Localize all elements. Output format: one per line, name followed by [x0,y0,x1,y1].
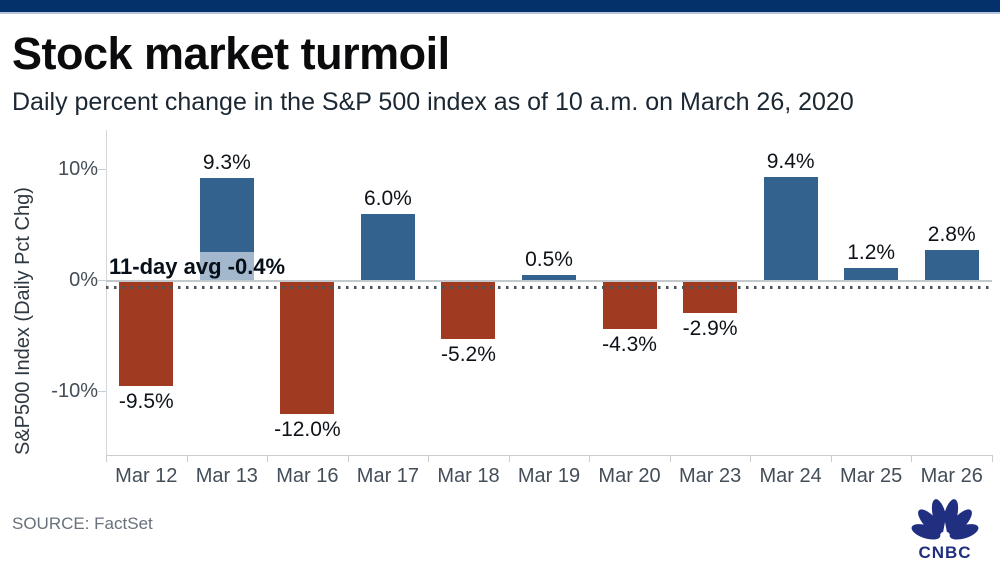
y-tick-mark [98,280,106,282]
x-tick-label: Mar 19 [517,465,581,487]
x-tick-mark [428,455,430,462]
bar [119,280,174,387]
bar [522,275,576,281]
source-label: SOURCE: FactSet [12,514,153,533]
bar [280,280,335,414]
x-tick-label: Mar 12 [115,465,178,487]
avg-dotted-line [106,286,992,290]
bar [441,280,496,339]
bar [360,214,415,281]
y-tick-mark [98,391,106,393]
bar [924,249,979,281]
brand-topbar [0,0,1000,14]
bar-value-label: -4.3% [602,332,657,356]
x-tick-label: Mar 18 [437,465,500,487]
x-tick-mark [589,455,591,462]
x-tick-mark [992,455,993,462]
y-tick-mark [98,169,106,171]
bar-value-label: 6.0% [363,187,412,211]
x-tick-label: Mar 17 [356,465,420,487]
bar-value-label: -9.5% [118,390,174,414]
x-tick-mark [830,455,832,462]
plot-area: 10% 0% -10% -9.5% Mar 12 9.3% Mar 13 -12.0% Mar … [51,130,993,487]
bar [763,176,818,281]
bar-value-label: 0.5% [525,248,573,272]
x-tick-label: Mar 25 [840,465,903,487]
y-axis-line [106,130,107,455]
y-axis-title: S&P500 Index (Daily Pct Chg) [12,187,34,455]
bar-value-label: 9.3% [202,150,251,174]
y-tick-label: 0% [69,268,98,291]
x-tick-label: Mar 26 [920,465,983,487]
x-tick-label: Mar 16 [276,465,339,487]
cnbc-peacock-icon [911,499,979,540]
bar-value-label: 1.2% [847,240,896,264]
x-tick-mark [347,455,349,462]
bar-value-label: -12.0% [274,417,341,441]
page-subtitle: Daily percent change in the S&P 500 inde… [12,88,854,116]
x-tick-mark [267,455,269,462]
x-tick-mark [508,455,510,462]
bar [844,267,899,281]
page-title: Stock market turmoil [12,28,450,79]
x-tick-mark [186,455,188,462]
y-tick-label: -10% [51,379,98,402]
x-axis-line [106,455,992,456]
bar-value-label: 2.8% [927,222,976,246]
x-tick-label: Mar 23 [678,465,742,487]
bar [683,280,738,313]
x-tick-mark [106,455,107,462]
cnbc-logo: CNBC [906,498,984,562]
x-tick-mark [750,455,752,462]
avg-annotation: 11-day avg -0.4% [107,251,294,281]
x-tick-label: Mar 24 [759,465,822,487]
x-tick-mark [911,455,913,462]
x-tick-label: Mar 13 [195,465,258,487]
bar-value-label: 9.4% [766,149,815,173]
x-tick-label: Mar 20 [598,465,661,487]
zero-line [106,279,992,282]
bar-value-label: -5.2% [441,342,496,366]
bar-value-label: -2.9% [682,317,738,341]
y-tick-label: 10% [57,157,98,180]
bar-chart: S&P500 Index (Daily Pct Chg) 10% 0% -10% -9… [0,130,1000,490]
cnbc-wordmark: CNBC [918,543,972,562]
x-tick-mark [669,455,671,462]
